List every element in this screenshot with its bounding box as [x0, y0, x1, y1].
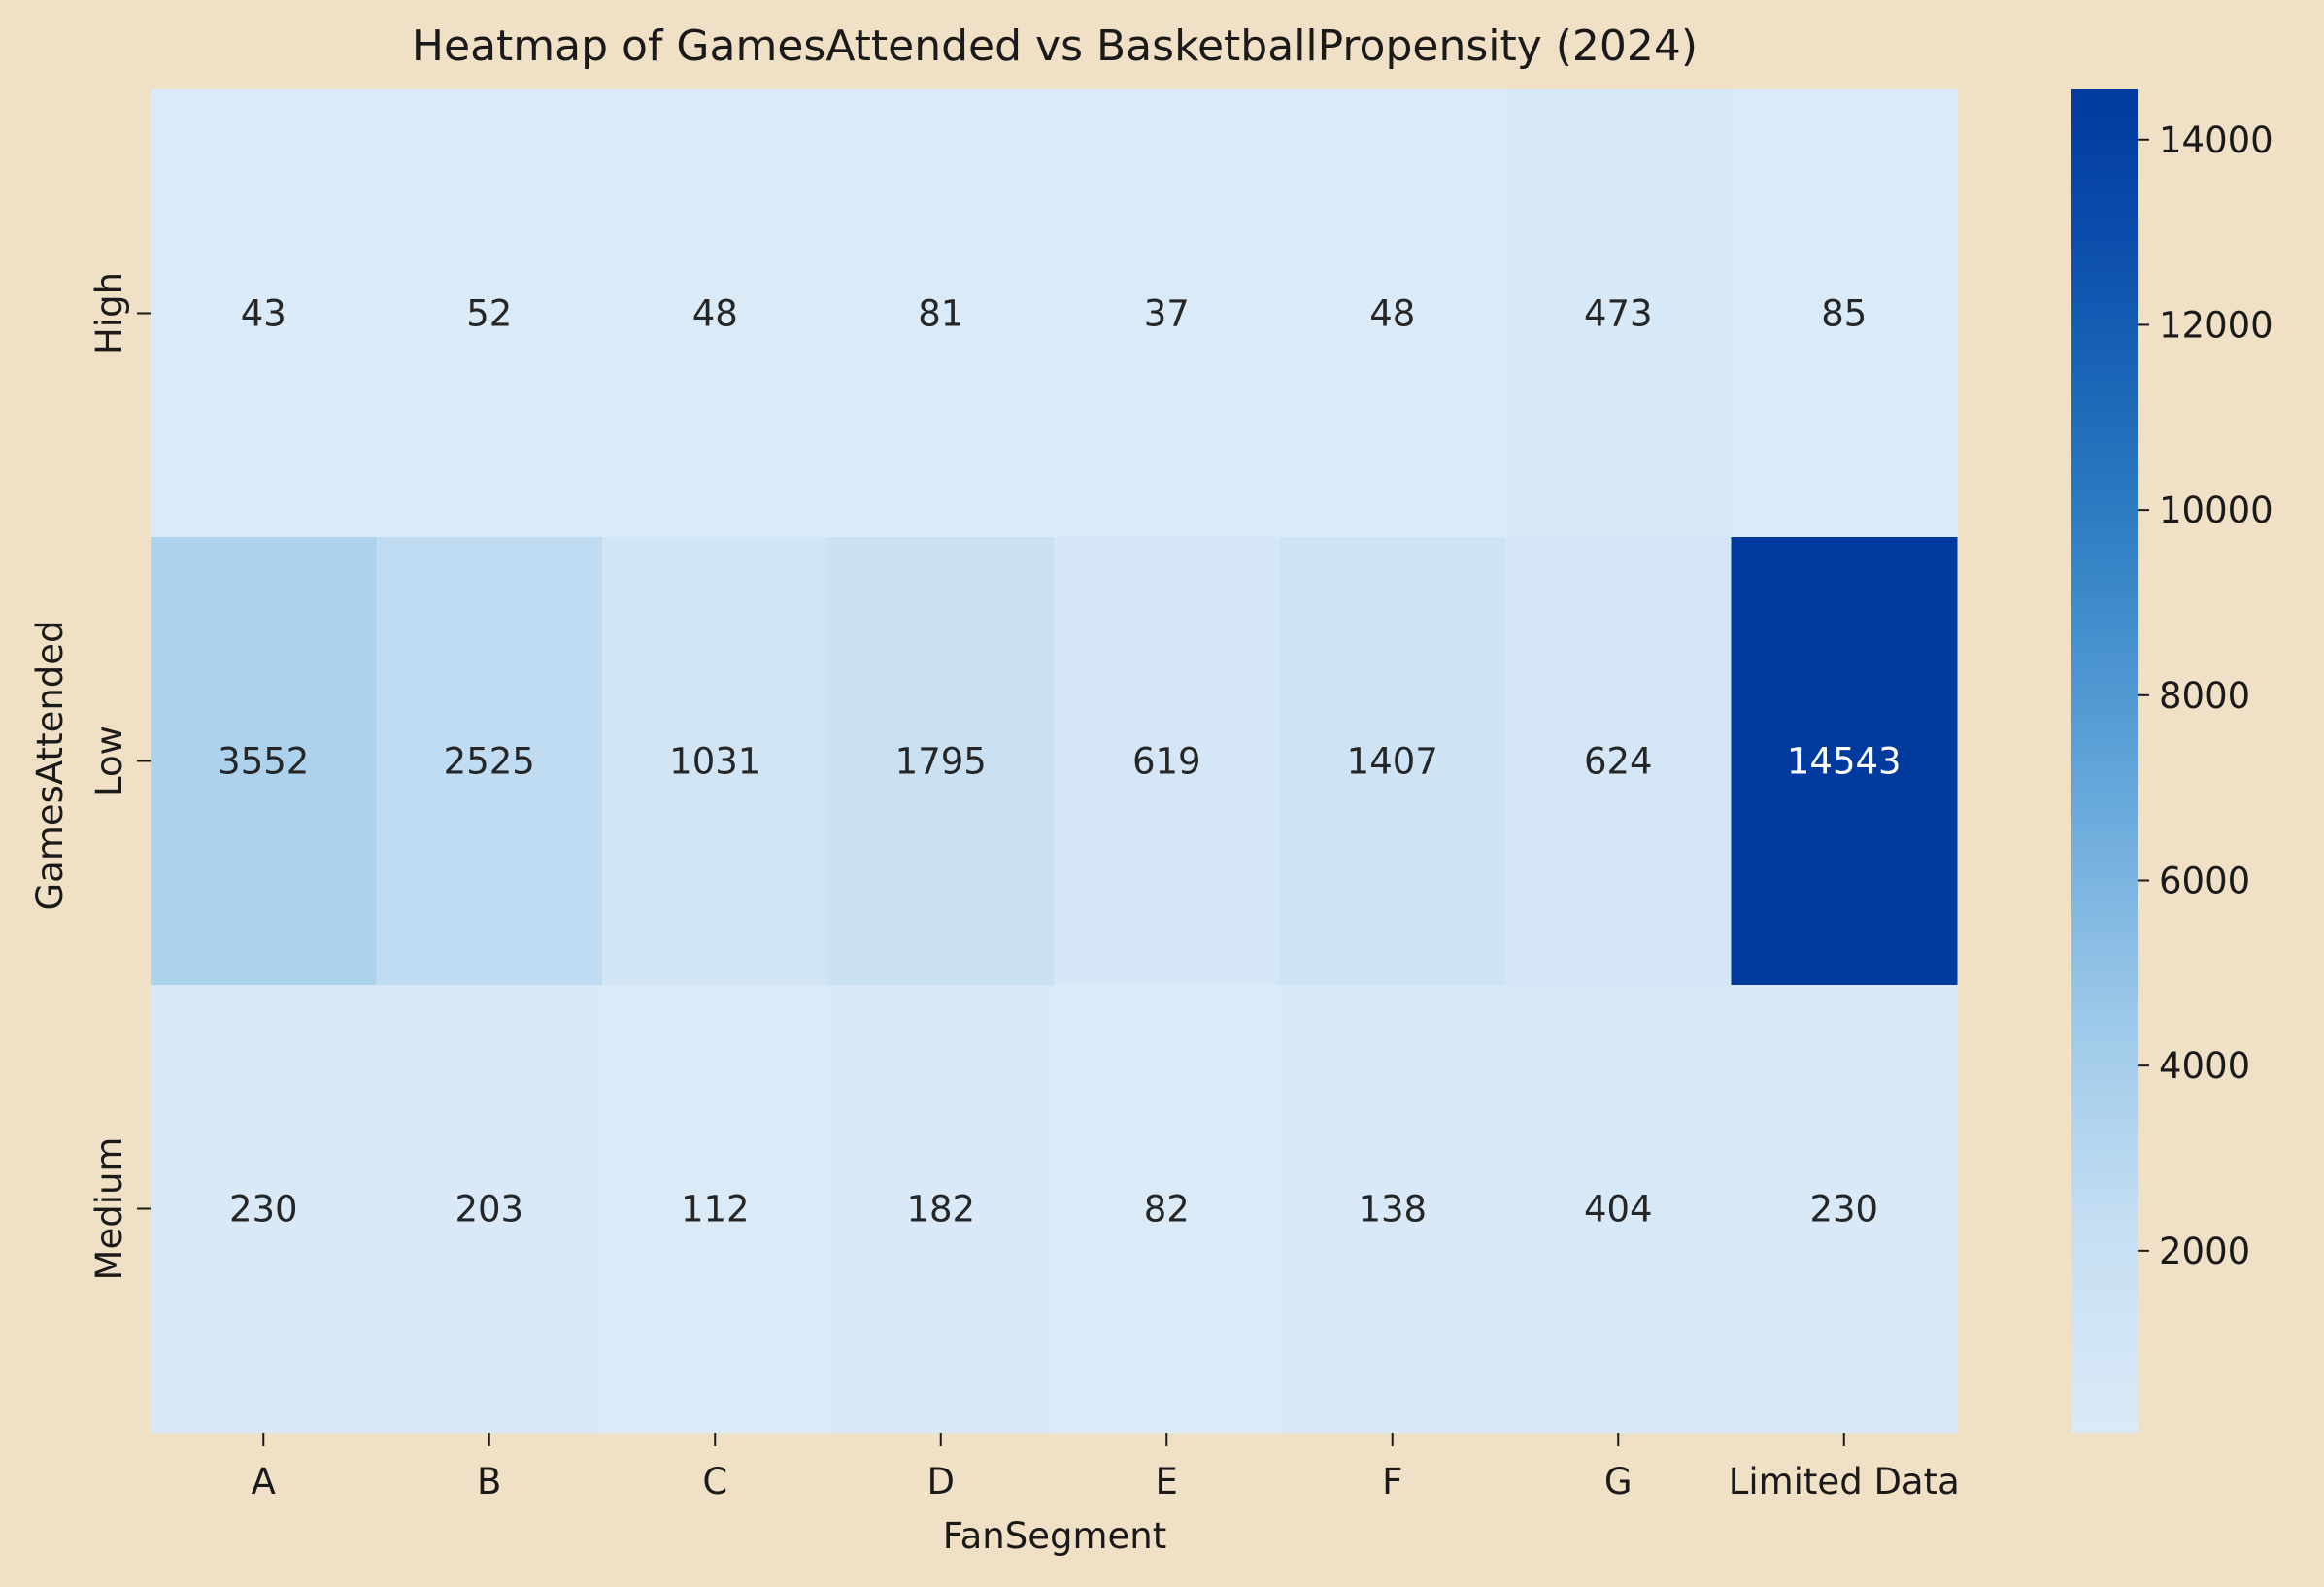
cell-value-label: 112	[681, 1189, 750, 1231]
cell-value-label: 138	[1358, 1189, 1427, 1231]
colorbar-tick-label: 4000	[2159, 1045, 2250, 1087]
cell-value-label: 182	[906, 1189, 975, 1231]
colorbar: 2000 4000 6000 8000 10000 12000 14000	[2071, 89, 2273, 1433]
y-tick-label: Low	[88, 726, 130, 796]
cell-value-label: 404	[1584, 1189, 1653, 1231]
cell-value-label: 48	[692, 293, 738, 335]
cell-value-label: 624	[1584, 741, 1653, 783]
heatmap-cell	[1279, 985, 1506, 1434]
heatmap-cell	[602, 537, 828, 986]
y-tick-label: Medium	[88, 1137, 130, 1281]
heatmap-cell	[1731, 89, 1958, 538]
cell-value-label: 230	[229, 1189, 298, 1231]
y-tick-label: High	[88, 272, 130, 355]
colorbar-tick-label: 12000	[2159, 304, 2273, 346]
y-axis-label: GamesAttended	[29, 620, 71, 910]
colorbar-tick-label: 8000	[2159, 675, 2250, 717]
heatmap-cell	[1731, 985, 1958, 1434]
x-tick-label: F	[1382, 1461, 1402, 1503]
chart-title: Heatmap of GamesAttended vs BasketballPr…	[412, 21, 1698, 71]
heatmap-cell	[376, 985, 603, 1434]
heatmap-cell	[827, 89, 1055, 538]
colorbar-tick-label: 2000	[2159, 1231, 2250, 1272]
x-tick-label: A	[252, 1461, 276, 1503]
x-axis-label: FanSegment	[943, 1515, 1167, 1557]
cell-value-label: 81	[918, 293, 963, 335]
heatmap-cell	[1505, 985, 1732, 1434]
cell-value-label: 203	[455, 1189, 523, 1231]
heatmap-cell	[827, 537, 1055, 986]
x-tick-label: E	[1156, 1461, 1178, 1503]
cell-value-label: 1795	[895, 741, 987, 783]
cell-value-label: 82	[1144, 1189, 1190, 1231]
cell-value-label: 14543	[1787, 741, 1902, 783]
x-tick-label: C	[702, 1461, 727, 1503]
cell-value-label: 48	[1369, 293, 1415, 335]
heatmap-cell	[602, 985, 828, 1434]
x-tick-label: Limited Data	[1729, 1461, 1960, 1503]
heatmap-cell	[827, 985, 1055, 1434]
cell-value-label: 52	[466, 293, 512, 335]
x-axis: A B C D E F G Limited Data	[252, 1433, 1960, 1503]
heatmap-cell	[1279, 89, 1506, 538]
heatmap-cell	[151, 985, 377, 1434]
cell-value-label: 1031	[669, 741, 760, 783]
x-tick-label: B	[477, 1461, 501, 1503]
y-axis: High Low Medium	[88, 272, 151, 1281]
heatmap-cell	[151, 537, 377, 986]
heatmap-cell	[602, 89, 828, 538]
colorbar-tick-label: 6000	[2159, 860, 2250, 901]
cell-value-label: 85	[1821, 293, 1867, 335]
heatmap-cell	[1505, 537, 1732, 986]
heatmap-cell	[376, 537, 603, 986]
heatmap-cell	[1279, 537, 1506, 986]
cell-value-label: 3552	[218, 741, 309, 783]
heatmap-cell	[151, 89, 377, 538]
x-tick-label: G	[1604, 1461, 1633, 1503]
x-tick-label: D	[927, 1461, 956, 1503]
cell-value-label: 2525	[444, 741, 535, 783]
colorbar-tick-label: 14000	[2159, 119, 2273, 161]
heatmap-cell	[1731, 537, 1958, 986]
heatmap-cell	[1054, 985, 1280, 1434]
heatmap-cell	[1505, 89, 1732, 538]
heatmap-cells: 43 52 48 81 37 48 473 85 3552 2525 1031 1795 619 1407…	[151, 89, 1958, 1434]
colorbar-tick-label: 10000	[2159, 490, 2273, 531]
cell-value-label: 37	[1144, 293, 1190, 335]
cell-value-label: 43	[241, 293, 286, 335]
heatmap-cell	[1054, 89, 1280, 538]
cell-value-label: 473	[1584, 293, 1653, 335]
cell-value-label: 1407	[1347, 741, 1438, 783]
heatmap-cell	[376, 89, 603, 538]
cell-value-label: 230	[1809, 1189, 1878, 1231]
cell-value-label: 619	[1132, 741, 1201, 783]
heatmap-cell	[1054, 537, 1280, 986]
colorbar-gradient	[2071, 89, 2138, 1433]
